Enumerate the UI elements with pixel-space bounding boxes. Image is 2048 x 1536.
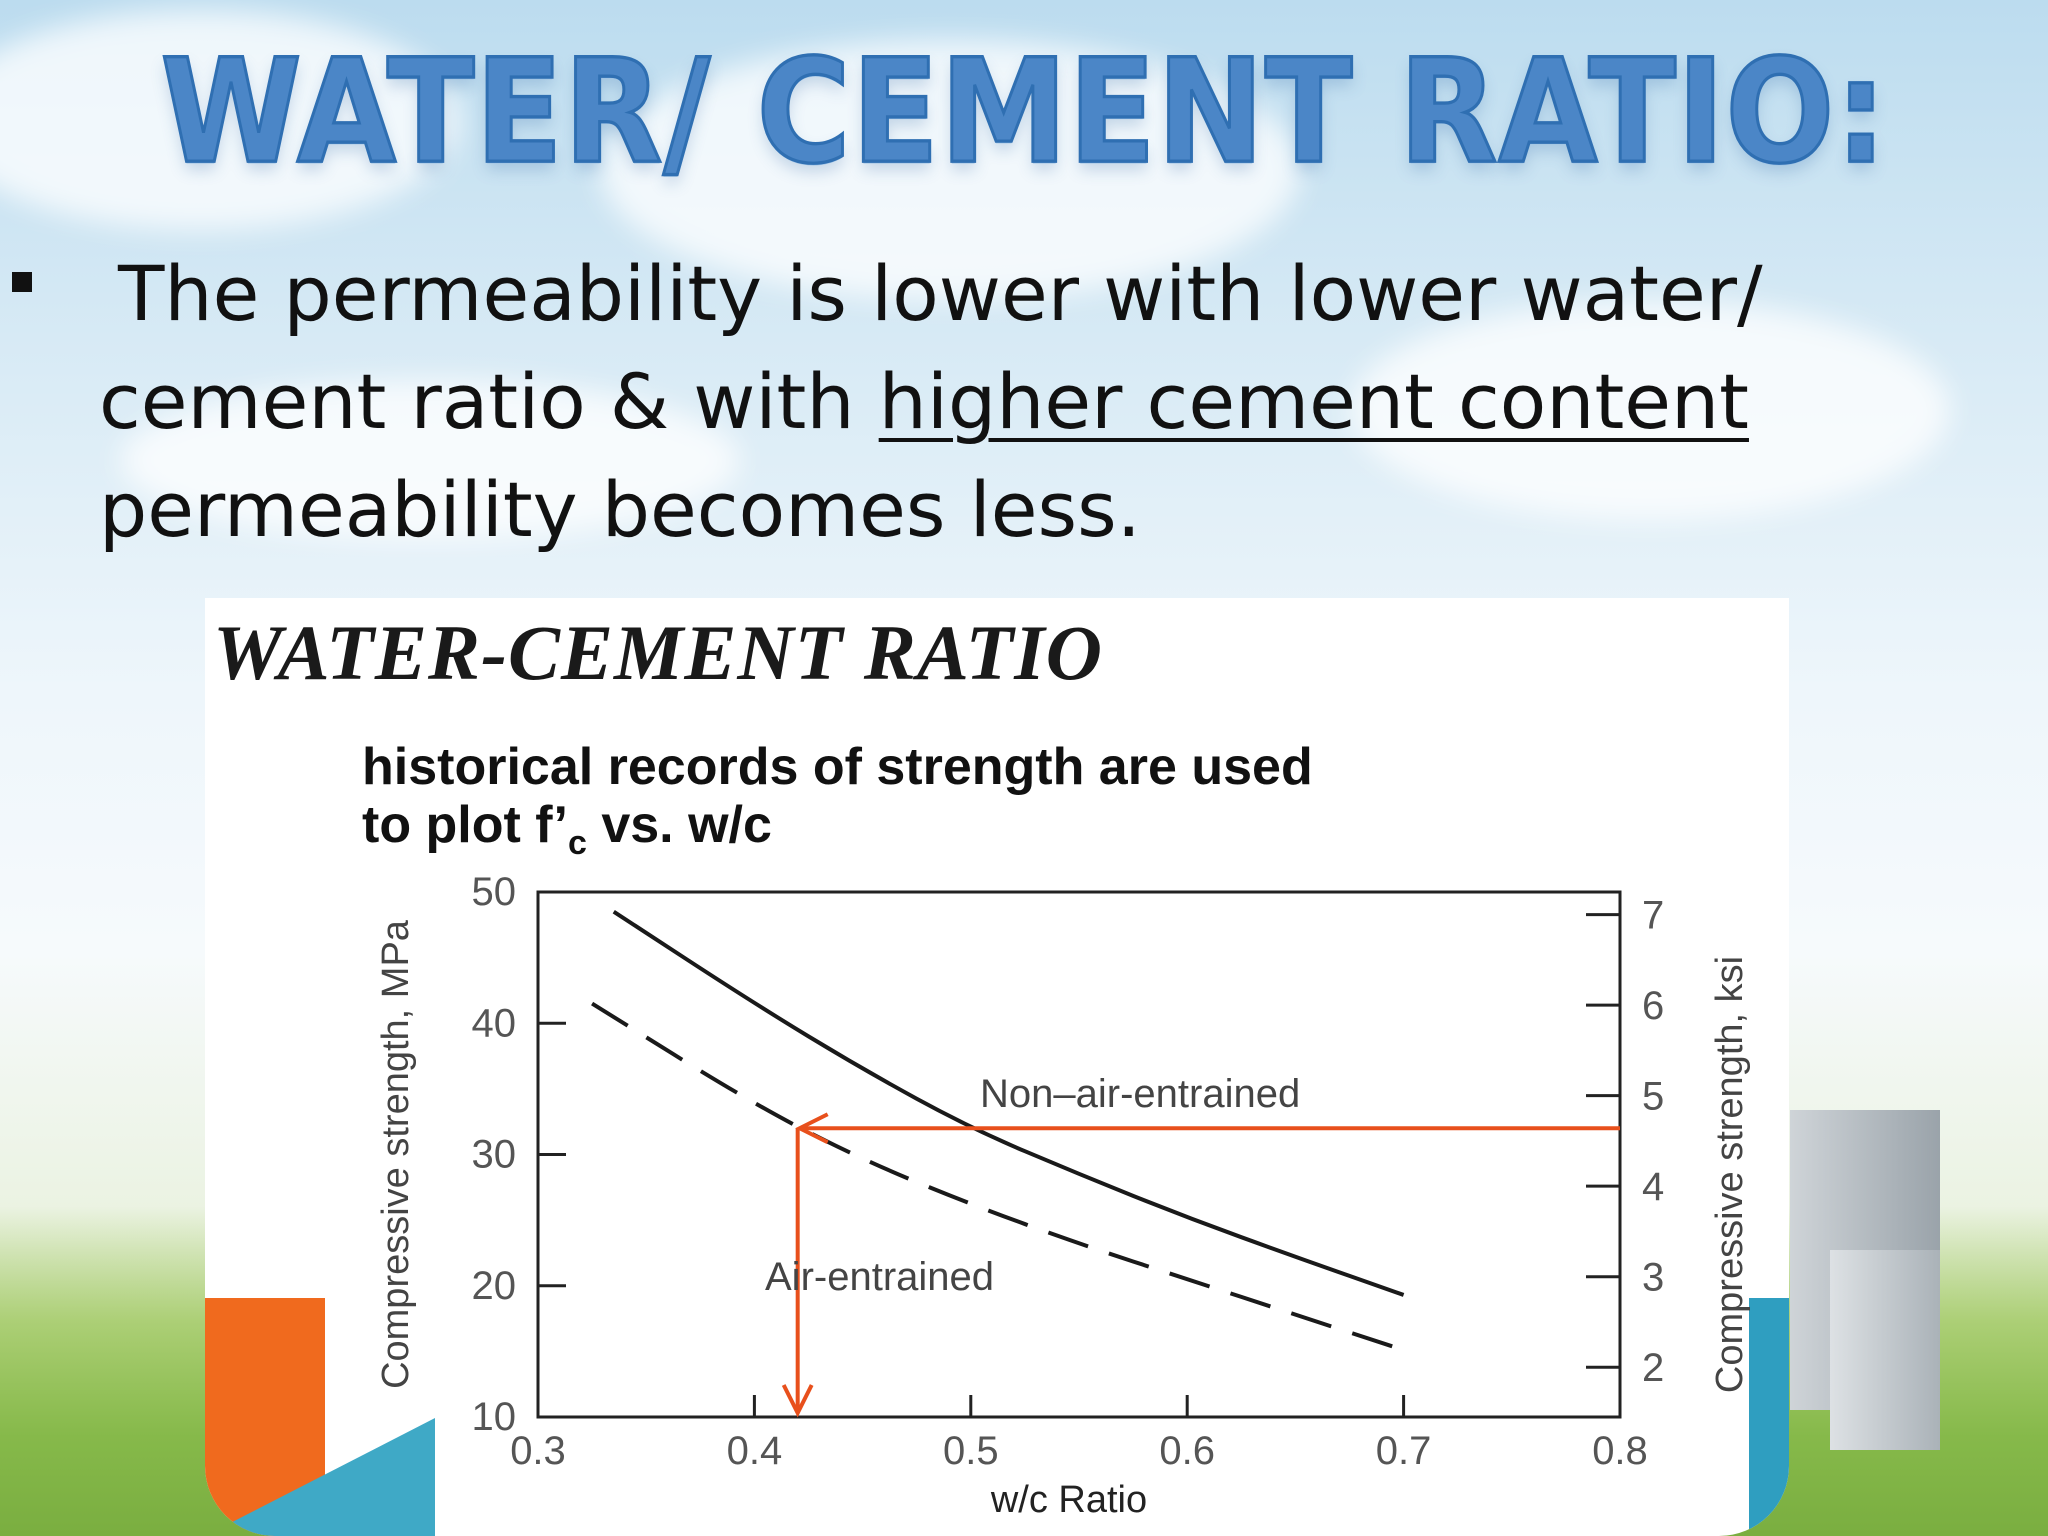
figure-subtitle-line-1: historical records of strength are used bbox=[362, 738, 1313, 796]
y2-tick-label: 4 bbox=[1642, 1165, 1664, 1209]
figure-heading: WATER-CEMENT RATIO bbox=[213, 609, 1103, 696]
underlined-phrase: higher cement content bbox=[878, 357, 1749, 446]
bullet-line-3: permeability becomes less. bbox=[99, 465, 1141, 554]
axis-ticks: 10 20 30 40 50 0.3 0.4 0.5 0.6 0.7 0.8 2 3 4 5 6 7 bbox=[472, 870, 1665, 1473]
cloud-decoration bbox=[0, 10, 460, 230]
plot-area-border bbox=[536, 890, 1622, 1419]
subtitle-part: vs. w/c bbox=[586, 796, 772, 854]
x-tick-label: 0.6 bbox=[1159, 1429, 1215, 1473]
figure-subtitle-line-2: to plot f’c vs. w/c bbox=[362, 796, 1313, 872]
x-tick-label: 0.5 bbox=[943, 1429, 999, 1473]
subtitle-subscript: c bbox=[567, 824, 587, 862]
annotation-arrowhead-down-icon bbox=[781, 1384, 814, 1418]
bullet-square-icon bbox=[12, 272, 32, 292]
cloud-decoration bbox=[1350, 300, 1950, 520]
y2-tick-label: 6 bbox=[1642, 984, 1664, 1028]
y2-tick-label: 7 bbox=[1642, 894, 1664, 938]
teal-edge-decoration bbox=[1749, 1298, 1789, 1536]
slide-title: WATER/ CEMENT RATIO: bbox=[159, 27, 1888, 197]
chart-labels: Non–air-entrained Air-entrained w/c Ratio C… bbox=[375, 919, 1751, 1521]
plot-frame bbox=[536, 890, 1622, 1419]
series-label-non-air-entrained: Non–air-entrained bbox=[980, 1072, 1300, 1116]
x-tick-label: 0.8 bbox=[1592, 1429, 1648, 1473]
building-decoration bbox=[1830, 1250, 1940, 1450]
series-line-non-air-entrained bbox=[612, 910, 1405, 1297]
series-lines bbox=[591, 910, 1405, 1352]
y-axis-title: Compressive strength, MPa bbox=[375, 919, 417, 1389]
y-tick-label: 30 bbox=[472, 1133, 517, 1177]
y2-tick-label: 5 bbox=[1642, 1075, 1664, 1119]
bullet-line-1: The permeability is lower with lower wat… bbox=[118, 249, 1763, 338]
subtitle-part: to plot f’ bbox=[362, 796, 568, 854]
x-tick-label: 0.7 bbox=[1376, 1429, 1432, 1473]
series-label-air-entrained: Air-entrained bbox=[765, 1255, 994, 1299]
cloud-decoration bbox=[600, 40, 1300, 300]
chart-panel bbox=[205, 598, 1789, 1536]
y-tick-label: 40 bbox=[472, 1001, 517, 1045]
bullet-line-2: cement ratio & with higher cement conten… bbox=[99, 348, 1749, 456]
y-tick-label: 10 bbox=[472, 1395, 517, 1439]
y2-axis-title: Compressive strength, ksi bbox=[1709, 956, 1751, 1393]
x-tick-label: 0.4 bbox=[727, 1429, 783, 1473]
series-line-air-entrained bbox=[591, 1001, 1405, 1352]
cloud-decoration bbox=[120, 380, 740, 540]
y-tick-label: 50 bbox=[472, 870, 517, 914]
y2-tick-label: 2 bbox=[1642, 1346, 1664, 1390]
figure-subtitle: historical records of strength are used … bbox=[362, 738, 1313, 872]
bullet-line-2-text: cement ratio & with bbox=[99, 357, 879, 446]
x-axis-title: w/c Ratio bbox=[990, 1479, 1147, 1521]
x-tick-label: 0.3 bbox=[510, 1429, 566, 1473]
y-tick-label: 20 bbox=[472, 1264, 517, 1308]
y2-tick-label: 3 bbox=[1642, 1256, 1664, 1300]
annotation-arrows bbox=[781, 1112, 1620, 1418]
